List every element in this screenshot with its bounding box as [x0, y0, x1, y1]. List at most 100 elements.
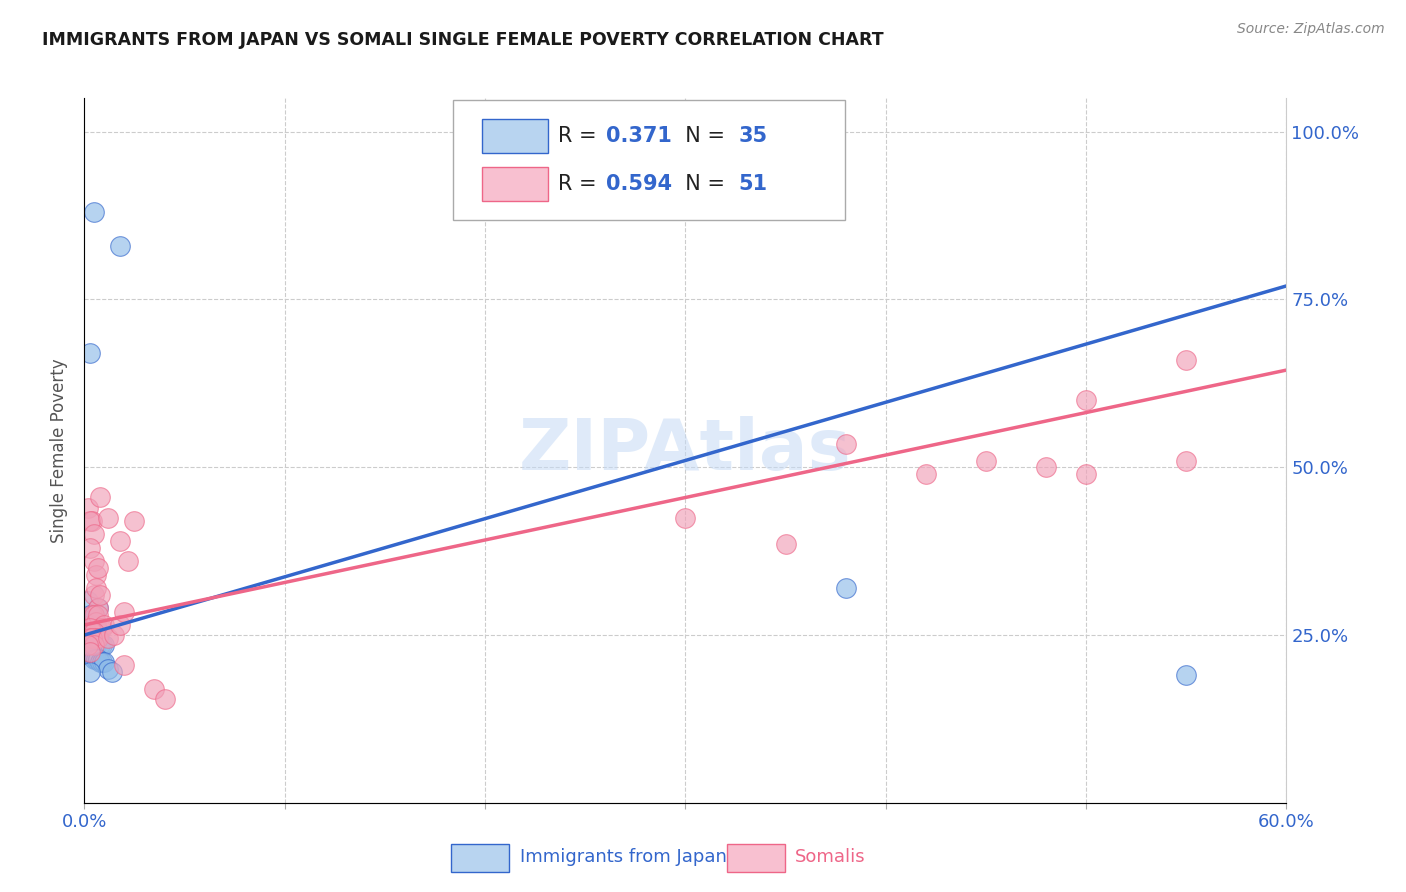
Point: [77, 638, 100, 652]
Point: [86, 615, 108, 629]
Point: [79, 665, 101, 679]
Point: [110, 618, 132, 632]
Text: Immigrants from Japan: Immigrants from Japan: [520, 848, 727, 866]
Point: [83, 588, 105, 602]
Point: [87, 601, 110, 615]
FancyBboxPatch shape: [451, 844, 509, 871]
Point: [93, 638, 115, 652]
Point: [93, 618, 115, 632]
Point: [83, 624, 105, 639]
Point: [97, 632, 120, 646]
Point: [83, 651, 105, 665]
Point: [82, 615, 104, 629]
Point: [86, 581, 108, 595]
Point: [77, 500, 100, 515]
Point: [91, 621, 114, 635]
Point: [82, 632, 104, 646]
FancyBboxPatch shape: [482, 119, 548, 153]
Point: [86, 638, 108, 652]
Text: N =: N =: [672, 174, 733, 194]
Point: [91, 638, 114, 652]
Point: [93, 655, 115, 669]
Point: [87, 561, 110, 575]
Point: [124, 514, 146, 528]
Point: [83, 638, 105, 652]
Point: [79, 346, 101, 360]
Point: [79, 618, 101, 632]
Point: [83, 205, 105, 219]
Point: [117, 554, 139, 568]
Point: [86, 567, 108, 582]
Point: [89, 621, 111, 635]
Point: [101, 665, 124, 679]
Point: [87, 607, 110, 622]
FancyBboxPatch shape: [482, 167, 548, 201]
Point: [91, 655, 114, 669]
Text: 51: 51: [738, 174, 768, 194]
Point: [89, 491, 111, 505]
Point: [114, 658, 135, 673]
FancyBboxPatch shape: [453, 100, 845, 220]
Point: [87, 601, 110, 615]
FancyBboxPatch shape: [727, 844, 785, 871]
Point: [83, 638, 105, 652]
Point: [83, 554, 105, 568]
Point: [153, 691, 176, 706]
Point: [675, 510, 697, 524]
Point: [79, 514, 101, 528]
Point: [79, 607, 101, 622]
Point: [103, 628, 125, 642]
Point: [1076, 467, 1098, 481]
Point: [82, 632, 104, 646]
Point: [1175, 668, 1198, 682]
Text: IMMIGRANTS FROM JAPAN VS SOMALI SINGLE FEMALE POVERTY CORRELATION CHART: IMMIGRANTS FROM JAPAN VS SOMALI SINGLE F…: [42, 31, 884, 49]
Point: [835, 581, 858, 595]
Point: [1035, 460, 1057, 475]
Point: [775, 537, 797, 551]
Text: R =: R =: [558, 174, 603, 194]
Point: [1175, 453, 1198, 467]
Point: [110, 534, 132, 549]
Point: [114, 605, 135, 619]
Point: [82, 607, 104, 622]
Point: [86, 632, 108, 646]
Point: [89, 588, 111, 602]
Point: [110, 239, 132, 253]
Point: [87, 632, 110, 646]
Text: Source: ZipAtlas.com: Source: ZipAtlas.com: [1237, 22, 1385, 37]
Point: [79, 632, 101, 646]
Text: ZIPAtlas: ZIPAtlas: [519, 416, 852, 485]
Text: 35: 35: [738, 126, 768, 145]
Point: [89, 638, 111, 652]
Point: [83, 611, 105, 625]
Point: [77, 645, 100, 659]
Point: [835, 436, 858, 450]
Point: [97, 662, 120, 676]
Point: [82, 624, 104, 639]
Point: [82, 645, 104, 659]
Point: [77, 594, 100, 608]
Point: [79, 541, 101, 555]
Point: [974, 453, 997, 467]
Text: R =: R =: [558, 126, 603, 145]
Point: [915, 467, 938, 481]
Text: 0.594: 0.594: [606, 174, 672, 194]
Point: [79, 645, 101, 659]
Point: [79, 645, 101, 659]
Point: [79, 621, 101, 635]
Point: [82, 624, 104, 639]
Point: [86, 651, 108, 665]
Y-axis label: Single Female Poverty: Single Female Poverty: [51, 359, 69, 542]
Point: [1076, 393, 1098, 408]
Point: [86, 618, 108, 632]
Point: [83, 624, 105, 639]
Point: [83, 607, 105, 622]
Point: [97, 510, 120, 524]
Point: [87, 624, 110, 639]
Point: [1175, 352, 1198, 367]
Point: [89, 655, 111, 669]
Text: N =: N =: [672, 126, 733, 145]
Point: [87, 632, 110, 646]
Point: [86, 632, 108, 646]
Text: Somalis: Somalis: [794, 848, 866, 866]
